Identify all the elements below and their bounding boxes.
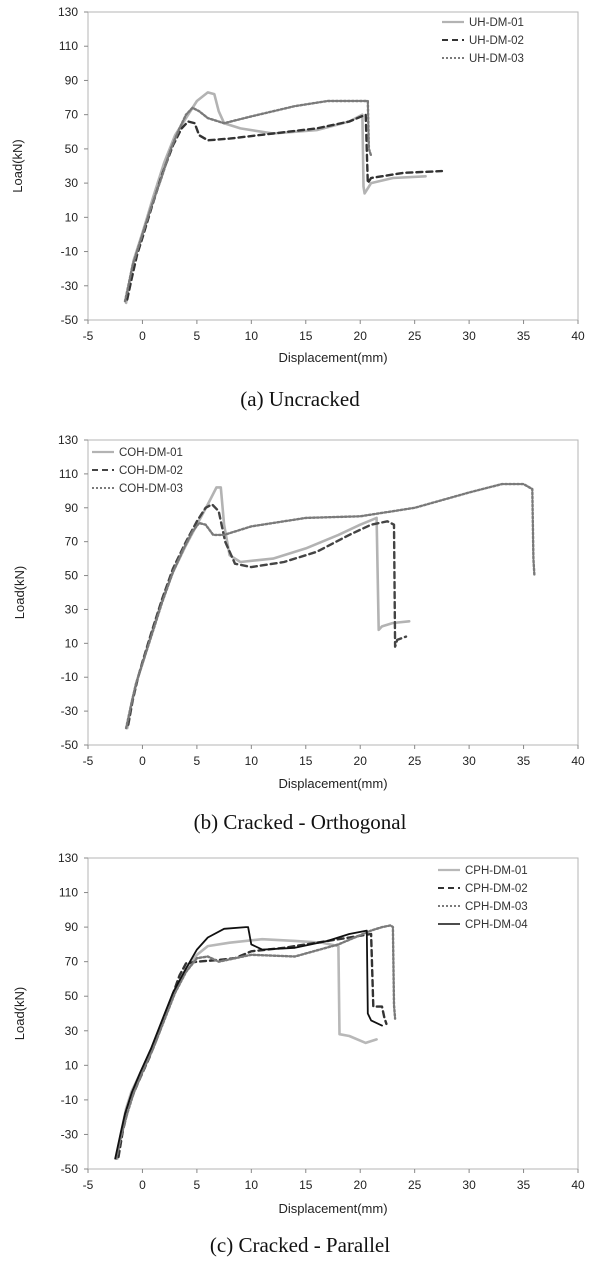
x-axis-title: Displacement(mm) [278, 776, 387, 791]
y-tick-label: 10 [65, 1058, 79, 1072]
x-tick-label: 5 [194, 1178, 201, 1192]
y-tick-label: 90 [65, 501, 79, 515]
legend-label: COH-DM-03 [119, 483, 183, 495]
x-tick-label: 40 [571, 754, 585, 768]
legend-label: CPH-DM-03 [465, 901, 528, 913]
x-tick-label: 15 [299, 1178, 313, 1192]
legend-label: CPH-DM-02 [465, 883, 528, 895]
y-tick-label: 30 [65, 176, 79, 190]
y-tick-label: 50 [65, 989, 79, 1003]
x-tick-label: 20 [354, 329, 368, 343]
x-tick-label: 10 [245, 329, 259, 343]
x-tick-label: 20 [354, 754, 368, 768]
x-tick-label: 30 [462, 1178, 476, 1192]
chart-caption-b: (b) Cracked - Orthogonal [193, 810, 407, 834]
plot-area-frame [87, 857, 579, 1170]
y-tick-label: -30 [61, 279, 79, 293]
x-tick-label: 25 [408, 1178, 422, 1192]
legend-label: UH-DM-03 [469, 53, 524, 65]
y-tick-label: -30 [61, 704, 79, 718]
plot-area-frame [87, 439, 579, 746]
y-tick-label: 130 [58, 433, 78, 447]
y-tick-label: 50 [65, 569, 79, 583]
x-axis-title: Displacement(mm) [278, 1201, 387, 1216]
x-axis-title: Displacement(mm) [278, 350, 387, 365]
x-tick-label: 30 [462, 329, 476, 343]
legend-label: CPH-DM-04 [465, 919, 528, 931]
legend-label: COH-DM-02 [119, 465, 183, 477]
chart-panel-a: -50 -30 -10 10 30 50 70 90 110 130 -5 0 5 10 15 20 25 30 3… [0, 0, 600, 420]
x-tick-label: 30 [462, 754, 476, 768]
x-tick-label: 35 [517, 754, 531, 768]
series-line-cph-dm-03 [115, 924, 397, 1160]
y-tick-label: -50 [61, 1162, 79, 1176]
legend-b: COH-DM-01 COH-DM-02 COH-DM-03 [92, 447, 183, 495]
x-tick-label: 40 [571, 1178, 585, 1192]
series-line-coh-dm-02 [127, 503, 408, 726]
series-line-cph-dm-01 [116, 937, 378, 1160]
y-tick-label: 130 [58, 5, 78, 19]
x-tick-label: 0 [139, 329, 146, 343]
x-tick-label: 40 [571, 329, 585, 343]
x-tick-label: 15 [299, 754, 313, 768]
series-line-uh-dm-03 [123, 99, 373, 303]
legend-label: CPH-DM-01 [465, 865, 528, 877]
x-tick-label: 15 [299, 329, 313, 343]
series-line-uh-dm-01 [124, 91, 427, 305]
x-tick-label: 0 [139, 754, 146, 768]
y-tick-label: 110 [59, 886, 78, 900]
y-tick-label: 50 [65, 142, 79, 156]
x-tick-label: 25 [408, 329, 422, 343]
x-tick-label: 25 [408, 754, 422, 768]
chart-panel-c: -50 -30 -10 10 30 50 70 90 110 130 -5 0 5 10 15 20 25 30 3… [0, 845, 600, 1268]
chart-caption-c: (c) Cracked - Parallel [209, 1233, 391, 1257]
y-tick-label: 70 [65, 535, 79, 549]
y-axis-title: Load(kN) [10, 139, 25, 192]
legend-a: UH-DM-01 UH-DM-02 UH-DM-03 [442, 17, 524, 65]
y-tick-label: 30 [65, 1024, 79, 1038]
legend-label: UH-DM-01 [469, 17, 524, 29]
x-tick-label: 0 [139, 1178, 146, 1192]
y-tick-label: 130 [58, 851, 78, 865]
y-tick-label: 110 [59, 39, 78, 53]
y-tick-label: -30 [61, 1127, 79, 1141]
x-tick-label: -5 [83, 329, 94, 343]
y-tick-label: 90 [65, 920, 79, 934]
chart-panel-b: -50 -30 -10 10 30 50 70 90 110 130 -5 0 5 10 15 20 25 30 3… [0, 420, 600, 845]
x-tick-label: 10 [245, 754, 259, 768]
x-tick-label: 10 [245, 1178, 259, 1192]
y-tick-label: 110 [59, 467, 78, 481]
y-tick-label: -10 [61, 670, 79, 684]
y-tick-label: 90 [65, 73, 79, 87]
y-axis-title: Load(kN) [12, 566, 27, 619]
y-tick-label: -50 [61, 313, 79, 327]
legend-c: CPH-DM-01 CPH-DM-02 CPH-DM-03 CPH-DM-04 [438, 865, 528, 931]
legend-label: UH-DM-02 [469, 35, 524, 47]
chart-caption-a: (a) Uncracked [240, 387, 360, 411]
plot-area-frame [87, 11, 579, 321]
y-tick-label: 30 [65, 602, 79, 616]
x-tick-label: -5 [83, 1178, 94, 1192]
x-tick-label: 20 [354, 1178, 368, 1192]
series-line-cph-dm-04 [114, 926, 383, 1160]
y-tick-label: -10 [61, 1093, 79, 1107]
x-tick-label: -5 [83, 754, 94, 768]
x-tick-label: 5 [194, 754, 201, 768]
series-line-cph-dm-02 [117, 932, 388, 1159]
series-line-coh-dm-03 [124, 482, 536, 730]
y-tick-label: 70 [65, 955, 79, 969]
y-tick-label: 70 [65, 108, 79, 122]
x-tick-label: 35 [517, 1178, 531, 1192]
y-tick-label: -50 [61, 738, 79, 752]
y-tick-label: 10 [65, 210, 79, 224]
y-tick-label: 10 [65, 636, 79, 650]
y-tick-label: -10 [61, 245, 79, 259]
y-axis-title: Load(kN) [12, 987, 27, 1040]
legend-label: COH-DM-01 [119, 447, 183, 459]
x-tick-label: 5 [194, 329, 201, 343]
x-tick-label: 35 [517, 329, 531, 343]
